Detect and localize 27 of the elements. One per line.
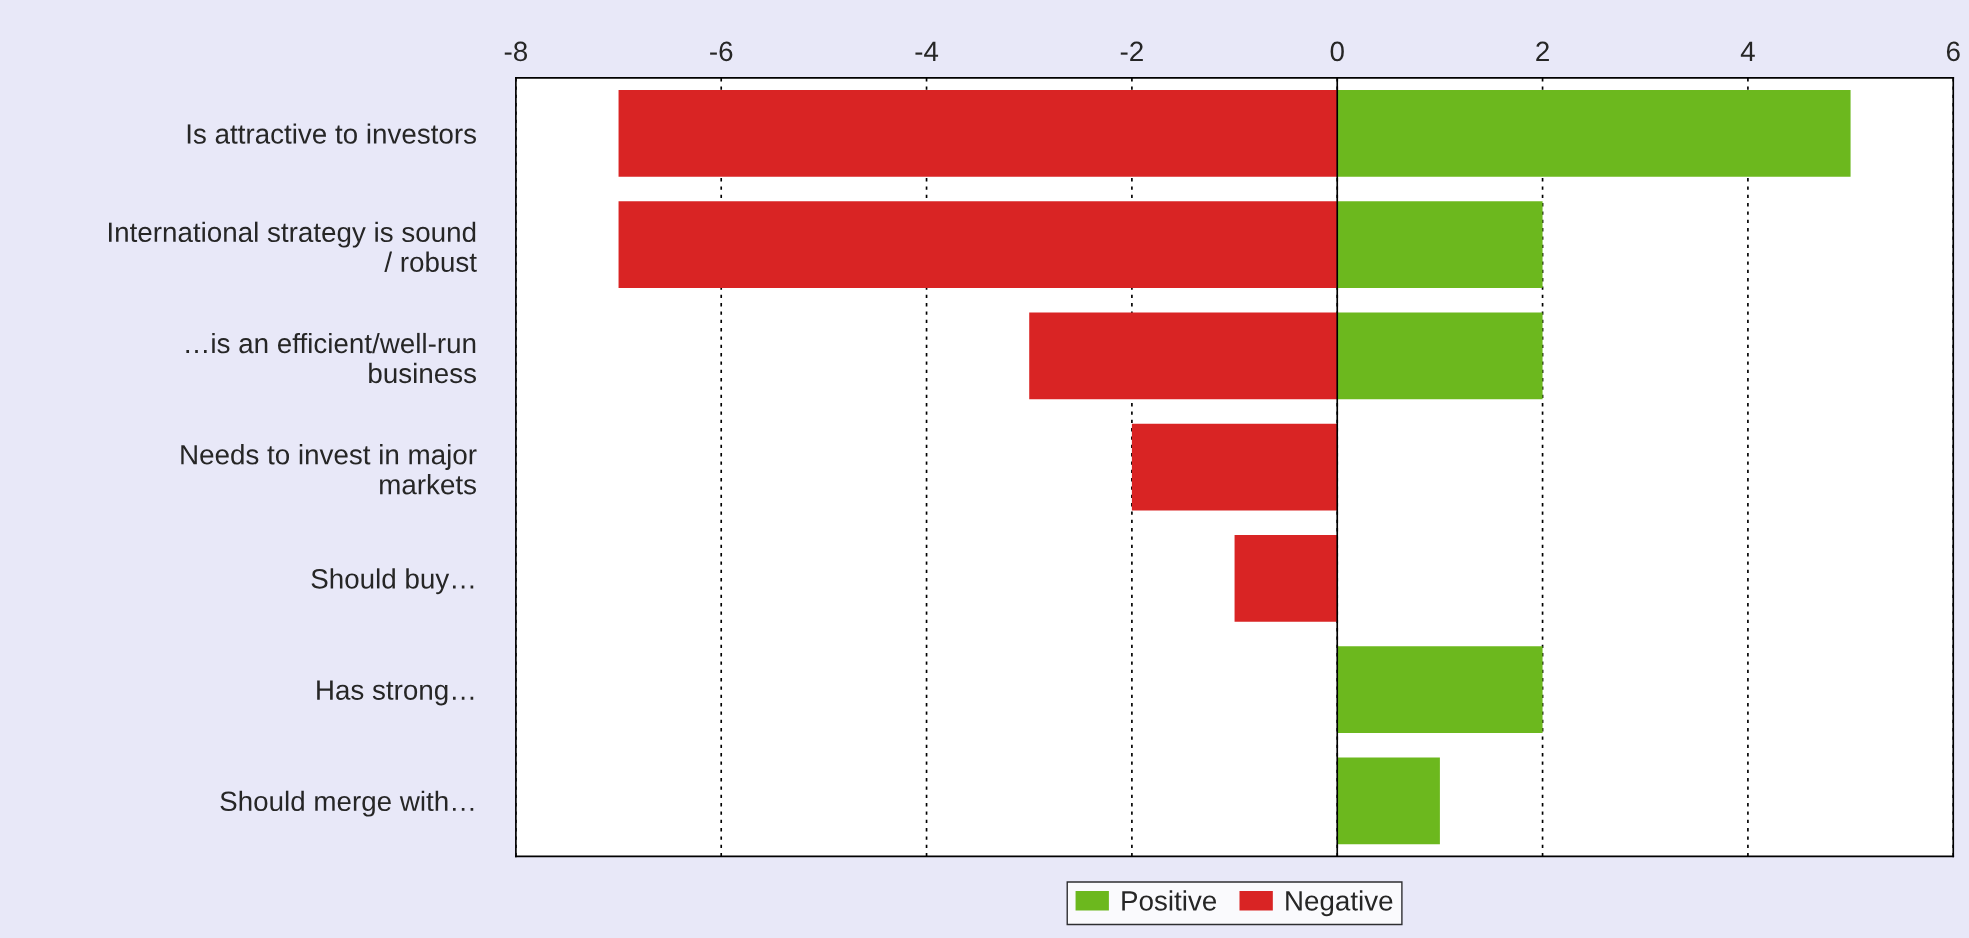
y-tick-label: Has strong… (317, 680, 474, 706)
bar (1337, 90, 1851, 177)
legend-label: Negative (1286, 890, 1393, 917)
x-tick-label: 6 (1946, 41, 1960, 62)
x-tick-label: -6 (710, 41, 733, 62)
bar (1029, 312, 1338, 400)
y-tick-label: …is an efficient/well-run business (186, 332, 476, 384)
legend-label: Positive (1122, 890, 1217, 911)
bar (618, 201, 1338, 289)
bar (618, 90, 1338, 177)
bar (1337, 646, 1543, 733)
bar (1131, 423, 1338, 511)
x-tick-label: -8 (504, 41, 528, 62)
x-tick-label: 2 (1536, 41, 1549, 61)
y-tick-label: Needs to invest in major markets (181, 444, 477, 495)
y-tick-label: Is attractive to investors (187, 123, 476, 144)
y-tick-label: Should buy… (311, 568, 474, 595)
y-tick-label: Should merge with… (220, 790, 474, 817)
x-tick-label: -4 (915, 41, 939, 61)
bar (1337, 757, 1440, 845)
bar (1337, 201, 1543, 289)
bar (1234, 534, 1338, 622)
x-tick-label: -2 (1120, 41, 1143, 61)
y-tick-label: International strategy is sound / robust (108, 221, 477, 272)
x-tick-label: 0 (1330, 41, 1344, 62)
bar (1337, 312, 1543, 400)
x-tick-label: 4 (1740, 41, 1755, 61)
